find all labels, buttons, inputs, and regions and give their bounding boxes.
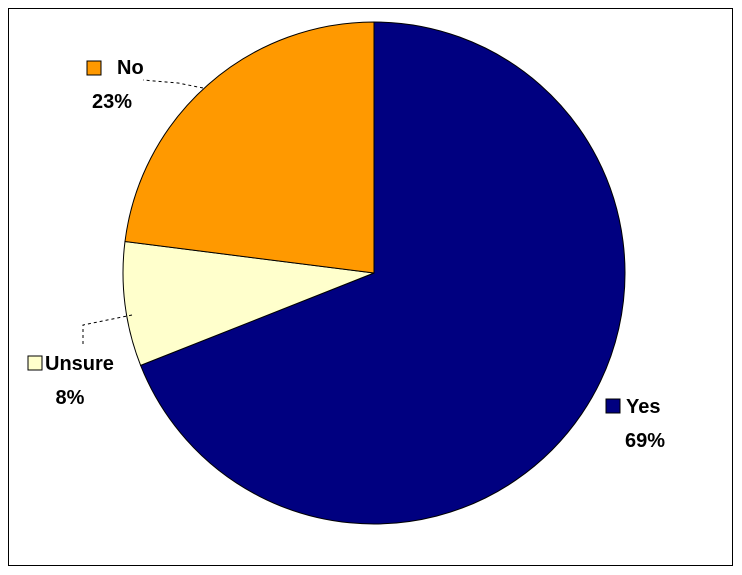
pie-slices [122, 21, 626, 525]
slice-unsure [122, 240, 375, 367]
label-unsure-name: Unsure [45, 353, 114, 375]
slice-no [124, 21, 375, 274]
data-labels: Yes 69% Unsure 8% No 23% [27, 57, 665, 452]
swatch-yes [605, 398, 621, 414]
leader-lines [82, 79, 204, 345]
label-yes-value: 69% [625, 430, 665, 452]
label-no-name: No [117, 57, 144, 79]
label-unsure-value: 8% [56, 387, 85, 409]
label-no-value: 23% [92, 91, 132, 113]
leader-unsure [82, 314, 133, 345]
slice-yes [139, 21, 626, 525]
leader-no [142, 79, 204, 89]
swatch-no [86, 60, 102, 76]
label-yes-name: Yes [626, 396, 660, 418]
swatch-unsure [27, 355, 43, 371]
